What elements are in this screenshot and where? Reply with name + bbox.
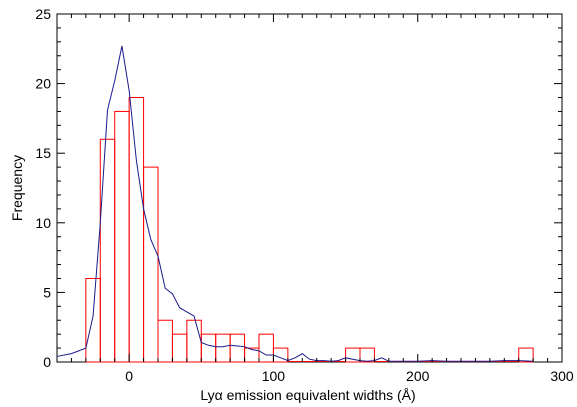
histogram-bars bbox=[85, 97, 534, 363]
x-tick-label: 200 bbox=[406, 368, 430, 384]
y-tick-label: 5 bbox=[43, 284, 51, 300]
y-tick-label: 10 bbox=[35, 215, 51, 231]
x-tick-label: 300 bbox=[550, 368, 574, 384]
histogram-bar bbox=[171, 333, 188, 363]
histogram-bar bbox=[200, 333, 217, 363]
histogram-bar bbox=[229, 333, 246, 363]
y-tick-label: 15 bbox=[35, 145, 51, 161]
histogram-bar bbox=[186, 319, 202, 363]
histogram-bar bbox=[128, 97, 145, 363]
y-tick-label: 20 bbox=[35, 76, 51, 92]
histogram-bar bbox=[85, 277, 101, 363]
histogram-bar bbox=[157, 319, 173, 363]
y-tick-label: 25 bbox=[35, 6, 51, 22]
histogram-bar bbox=[114, 110, 130, 363]
histogram-bar bbox=[258, 333, 274, 363]
curve-line bbox=[56, 45, 534, 362]
y-tick-label: 0 bbox=[43, 354, 51, 370]
histogram-bar bbox=[143, 166, 159, 363]
plot-frame bbox=[56, 13, 563, 363]
x-axis-label: Lyα emission equivalent widths (Å) bbox=[200, 387, 415, 403]
y-axis-label: Frequency bbox=[9, 155, 25, 221]
x-axis-ticks: 0 100 200 300 bbox=[70, 14, 574, 384]
histogram-bar bbox=[359, 347, 375, 363]
histogram-bar bbox=[215, 333, 231, 363]
histogram-bar bbox=[99, 138, 116, 363]
y-axis-ticks: 0 5 10 15 20 25 bbox=[35, 6, 562, 370]
histogram-bar bbox=[518, 347, 534, 363]
x-tick-label: 0 bbox=[125, 368, 133, 384]
x-tick-label: 100 bbox=[262, 368, 286, 384]
distribution-curve bbox=[56, 45, 534, 362]
